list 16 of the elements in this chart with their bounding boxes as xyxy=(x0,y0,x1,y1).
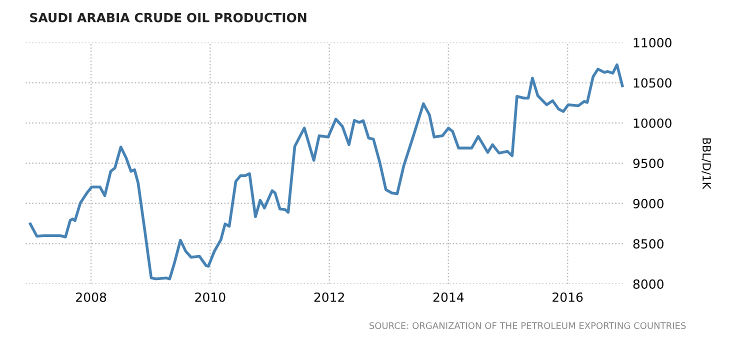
line-series xyxy=(28,63,624,280)
x-tick-label: 2012 xyxy=(314,292,344,302)
y-tick-label: 10500 xyxy=(634,78,672,88)
y-tick-label: 8500 xyxy=(633,239,664,249)
y-tick-label: 8000 xyxy=(633,279,664,289)
y-tick-label: 9000 xyxy=(633,198,664,208)
y-tick-label: 11000 xyxy=(634,38,672,48)
chart-title: SAUDI ARABIA CRUDE OIL PRODUCTION xyxy=(30,12,306,22)
source-note: SOURCE: ORGANIZATION OF THE PETROLEUM EXPORTING COUNTRIES xyxy=(369,322,686,330)
y-tick-label: 10000 xyxy=(634,118,672,128)
x-tick-label: 2016 xyxy=(552,292,583,302)
y-axis-title: BBL/D/1K xyxy=(702,138,711,190)
x-tick-label: 2014 xyxy=(433,292,464,302)
x-tick-label: 2008 xyxy=(76,292,106,302)
x-tick-label: 2010 xyxy=(195,292,226,302)
y-tick-label: 9500 xyxy=(633,158,664,168)
